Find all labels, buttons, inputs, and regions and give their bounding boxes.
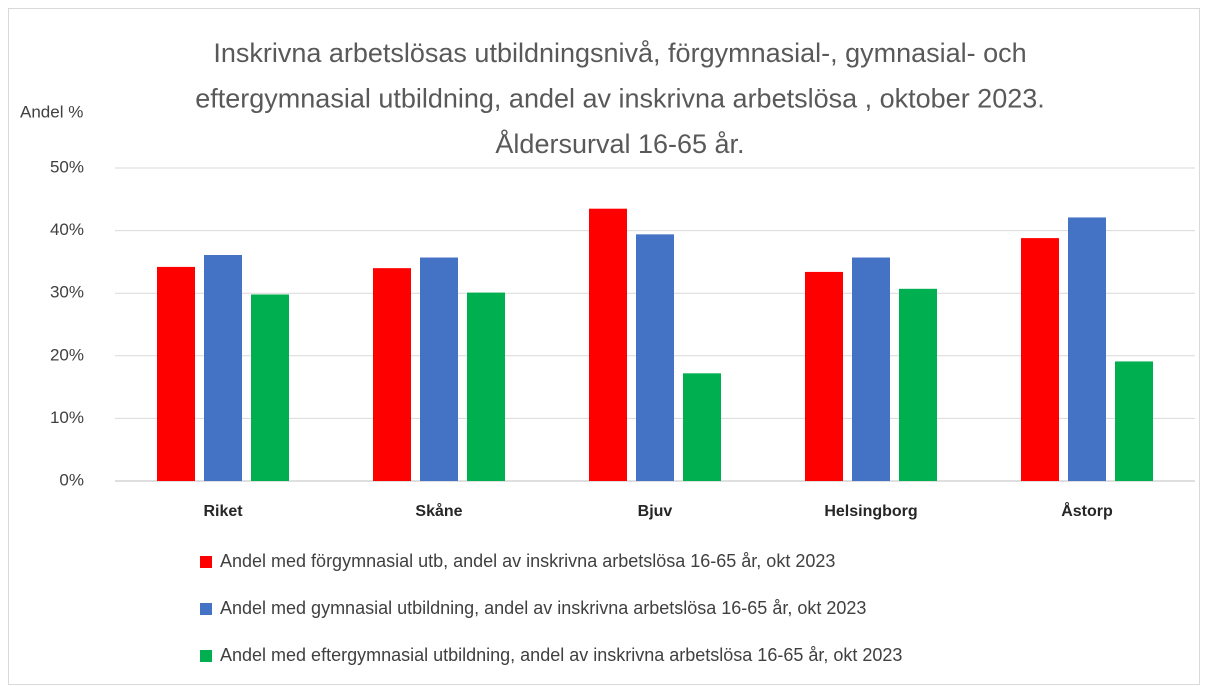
bar [251, 294, 289, 481]
x-tick-label: Riket [203, 503, 243, 520]
bar [467, 292, 505, 481]
bar [373, 268, 411, 481]
bar [636, 234, 674, 481]
chart-frame [8, 8, 1200, 685]
legend-swatch [200, 603, 212, 615]
y-tick-label: 50% [50, 157, 84, 176]
bar [852, 257, 890, 481]
bar [204, 255, 242, 481]
bar [1115, 361, 1153, 481]
chart-title: eftergymnasial utbildning, andel av insk… [195, 84, 1045, 114]
legend-swatch [200, 556, 212, 568]
legend-label: Andel med gymnasial utbildning, andel av… [220, 598, 866, 618]
y-tick-label: 30% [50, 283, 84, 302]
chart-title: Inskrivna arbetslösas utbildningsnivå, f… [213, 38, 1026, 68]
y-tick-label: 0% [59, 470, 84, 489]
legend-label: Andel med eftergymnasial utbildning, and… [220, 645, 902, 665]
x-tick-label: Bjuv [638, 503, 673, 520]
x-tick-label: Helsingborg [824, 503, 917, 520]
x-tick-label: Skåne [415, 502, 462, 520]
bar [683, 373, 721, 481]
bar [899, 288, 937, 481]
x-tick-label: Åstorp [1061, 501, 1113, 520]
y-axis-label: Andel % [20, 102, 83, 121]
bar [805, 271, 843, 481]
chart-title: Åldersurval 16-65 år. [495, 128, 744, 159]
legend-swatch [200, 650, 212, 662]
y-tick-label: 40% [50, 220, 84, 239]
bar [420, 257, 458, 481]
bar [157, 266, 195, 481]
bar [589, 208, 627, 481]
legend-label: Andel med förgymnasial utb, andel av ins… [220, 551, 835, 571]
bar [1068, 217, 1106, 482]
bar [1021, 238, 1059, 481]
y-tick-label: 10% [50, 408, 84, 427]
y-tick-label: 20% [50, 345, 84, 364]
